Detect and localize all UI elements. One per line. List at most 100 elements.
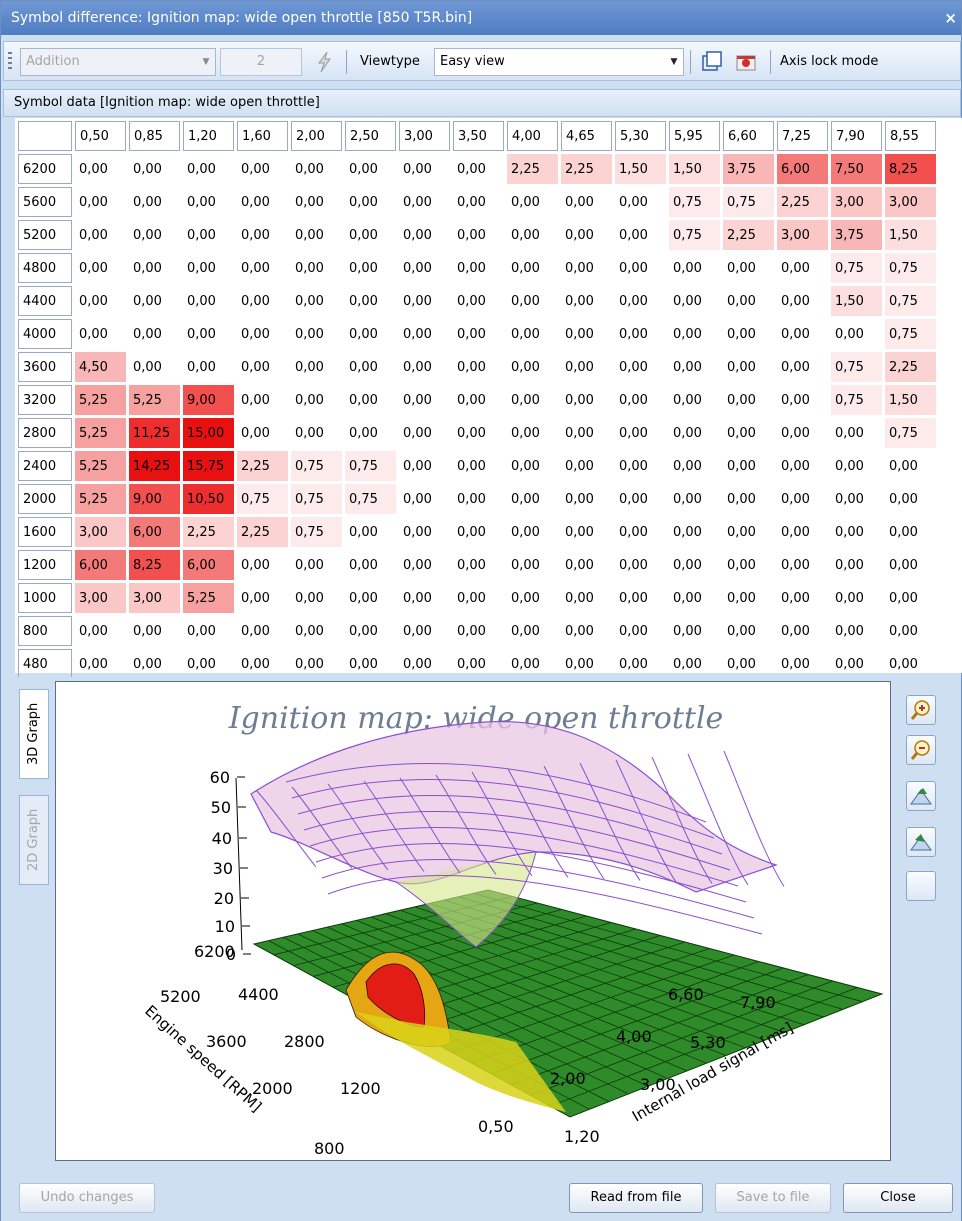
grid-cell[interactable]: 0,00 xyxy=(619,293,648,309)
grid-cell[interactable]: 6,00 xyxy=(777,154,828,184)
grid-cell[interactable]: 0,75 xyxy=(669,187,720,217)
grid-cell[interactable]: 0,00 xyxy=(511,458,540,474)
grid-cell[interactable]: 0,00 xyxy=(511,557,540,573)
tab-2d-graph[interactable]: 2D Graph xyxy=(19,795,49,885)
grid-cell[interactable]: 0,00 xyxy=(781,524,810,540)
grid-cell[interactable]: 0,00 xyxy=(781,458,810,474)
close-icon[interactable]: × xyxy=(944,9,957,27)
grid-cell[interactable]: 0,00 xyxy=(511,590,540,606)
grid-cell[interactable]: 2,25 xyxy=(237,451,288,481)
blank-button[interactable] xyxy=(906,871,936,901)
grid-cell[interactable]: 1,50 xyxy=(669,154,720,184)
grid-cell[interactable]: 0,00 xyxy=(835,326,864,342)
row-header[interactable]: 5600 xyxy=(18,187,72,217)
toolbar-grip[interactable] xyxy=(8,52,12,72)
grid-cell[interactable]: 0,00 xyxy=(79,194,108,210)
grid-cell[interactable]: 0,00 xyxy=(403,623,432,639)
grid-cell[interactable]: 0,00 xyxy=(673,557,702,573)
grid-cell[interactable]: 0,75 xyxy=(723,187,774,217)
zoom-in-button[interactable] xyxy=(906,695,936,725)
grid-cell[interactable]: 0,00 xyxy=(727,623,756,639)
grid-cell[interactable]: 3,00 xyxy=(885,187,936,217)
column-header[interactable]: 7,90 xyxy=(831,121,882,151)
grid-cell[interactable]: 6,00 xyxy=(75,550,126,580)
column-header[interactable]: 2,50 xyxy=(345,121,396,151)
grid-cell[interactable]: 0,00 xyxy=(781,557,810,573)
grid-cell[interactable]: 0,00 xyxy=(457,491,486,507)
grid-cell[interactable]: 0,00 xyxy=(133,194,162,210)
grid-cell[interactable]: 0,00 xyxy=(349,293,378,309)
grid-cell[interactable]: 0,00 xyxy=(133,359,162,375)
grid-cell[interactable]: 0,00 xyxy=(403,458,432,474)
grid-cell[interactable]: 11,25 xyxy=(129,418,180,448)
grid-cell[interactable]: 0,00 xyxy=(781,590,810,606)
column-header[interactable]: 1,60 xyxy=(237,121,288,151)
grid-cell[interactable]: 0,00 xyxy=(79,656,108,672)
grid-cell[interactable]: 0,00 xyxy=(619,590,648,606)
grid-cell[interactable]: 0,00 xyxy=(889,557,918,573)
grid-cell[interactable]: 2,25 xyxy=(561,154,612,184)
grid-cell[interactable]: 0,75 xyxy=(345,484,396,514)
grid-cell[interactable]: 2,25 xyxy=(183,517,234,547)
grid-cell[interactable]: 0,00 xyxy=(457,194,486,210)
grid-cell[interactable]: 0,00 xyxy=(349,557,378,573)
grid-cell[interactable]: 0,00 xyxy=(295,326,324,342)
grid-cell[interactable]: 0,00 xyxy=(403,293,432,309)
grid-cell[interactable]: 0,00 xyxy=(619,524,648,540)
grid-cell[interactable]: 5,25 xyxy=(75,451,126,481)
grid-cell[interactable]: 2,25 xyxy=(723,220,774,250)
grid-cell[interactable]: 0,75 xyxy=(291,517,342,547)
grid-cell[interactable]: 0,00 xyxy=(619,392,648,408)
grid-cell[interactable]: 0,00 xyxy=(565,392,594,408)
grid-cell[interactable]: 0,00 xyxy=(295,656,324,672)
grid-cell[interactable]: 0,00 xyxy=(673,458,702,474)
grid-cell[interactable]: 0,00 xyxy=(349,359,378,375)
grid-cell[interactable]: 0,00 xyxy=(349,524,378,540)
grid-cell[interactable]: 0,00 xyxy=(241,623,270,639)
column-header[interactable]: 3,00 xyxy=(399,121,450,151)
row-header[interactable]: 6200 xyxy=(18,154,72,184)
grid-cell[interactable]: 0,00 xyxy=(241,161,270,177)
grid-cell[interactable]: 3,00 xyxy=(777,220,828,250)
grid-cell[interactable]: 0,00 xyxy=(889,524,918,540)
tilt-down-button[interactable] xyxy=(906,827,936,857)
grid-cell[interactable]: 0,00 xyxy=(349,623,378,639)
grid-cell[interactable]: 0,00 xyxy=(241,260,270,276)
grid-cell[interactable]: 0,00 xyxy=(673,656,702,672)
grid-cell[interactable]: 0,00 xyxy=(457,458,486,474)
column-header[interactable]: 2,00 xyxy=(291,121,342,151)
grid-cell[interactable]: 2,25 xyxy=(885,352,936,382)
grid-cell[interactable]: 0,00 xyxy=(349,161,378,177)
undo-changes-button[interactable]: Undo changes xyxy=(19,1183,155,1213)
grid-cell[interactable]: 0,00 xyxy=(727,293,756,309)
grid-cell[interactable]: 0,00 xyxy=(889,656,918,672)
viewtype-combo[interactable]: Easy view ▼ xyxy=(434,48,684,76)
close-button[interactable]: Close xyxy=(843,1183,953,1213)
grid-cell[interactable]: 0,00 xyxy=(727,557,756,573)
grid-cell[interactable]: 0,00 xyxy=(511,194,540,210)
grid-cell[interactable]: 0,00 xyxy=(511,524,540,540)
grid-cell[interactable]: 0,00 xyxy=(565,623,594,639)
grid-cell[interactable]: 1,50 xyxy=(885,385,936,415)
grid-cell[interactable]: 5,25 xyxy=(75,418,126,448)
grid-cell[interactable]: 0,00 xyxy=(781,392,810,408)
grid-cell[interactable]: 0,00 xyxy=(565,458,594,474)
grid-cell[interactable]: 0,00 xyxy=(133,656,162,672)
grid-cell[interactable]: 0,00 xyxy=(565,326,594,342)
grid-cell[interactable]: 0,00 xyxy=(457,590,486,606)
grid-cell[interactable]: 0,00 xyxy=(511,260,540,276)
grid-cell[interactable]: 0,00 xyxy=(835,623,864,639)
grid-cell[interactable]: 0,00 xyxy=(457,359,486,375)
grid-cell[interactable]: 0,00 xyxy=(565,293,594,309)
grid-cell[interactable]: 2,25 xyxy=(507,154,558,184)
grid-cell[interactable]: 0,00 xyxy=(673,260,702,276)
grid-cell[interactable]: 0,00 xyxy=(241,557,270,573)
grid-cell[interactable]: 10,50 xyxy=(183,484,234,514)
grid-cell[interactable]: 0,00 xyxy=(781,260,810,276)
grid-cell[interactable]: 0,00 xyxy=(349,194,378,210)
grid-cell[interactable]: 0,00 xyxy=(187,161,216,177)
grid-cell[interactable]: 0,00 xyxy=(511,425,540,441)
grid-cell[interactable]: 0,00 xyxy=(565,425,594,441)
grid-cell[interactable]: 0,00 xyxy=(403,590,432,606)
grid-cell[interactable]: 6,00 xyxy=(183,550,234,580)
